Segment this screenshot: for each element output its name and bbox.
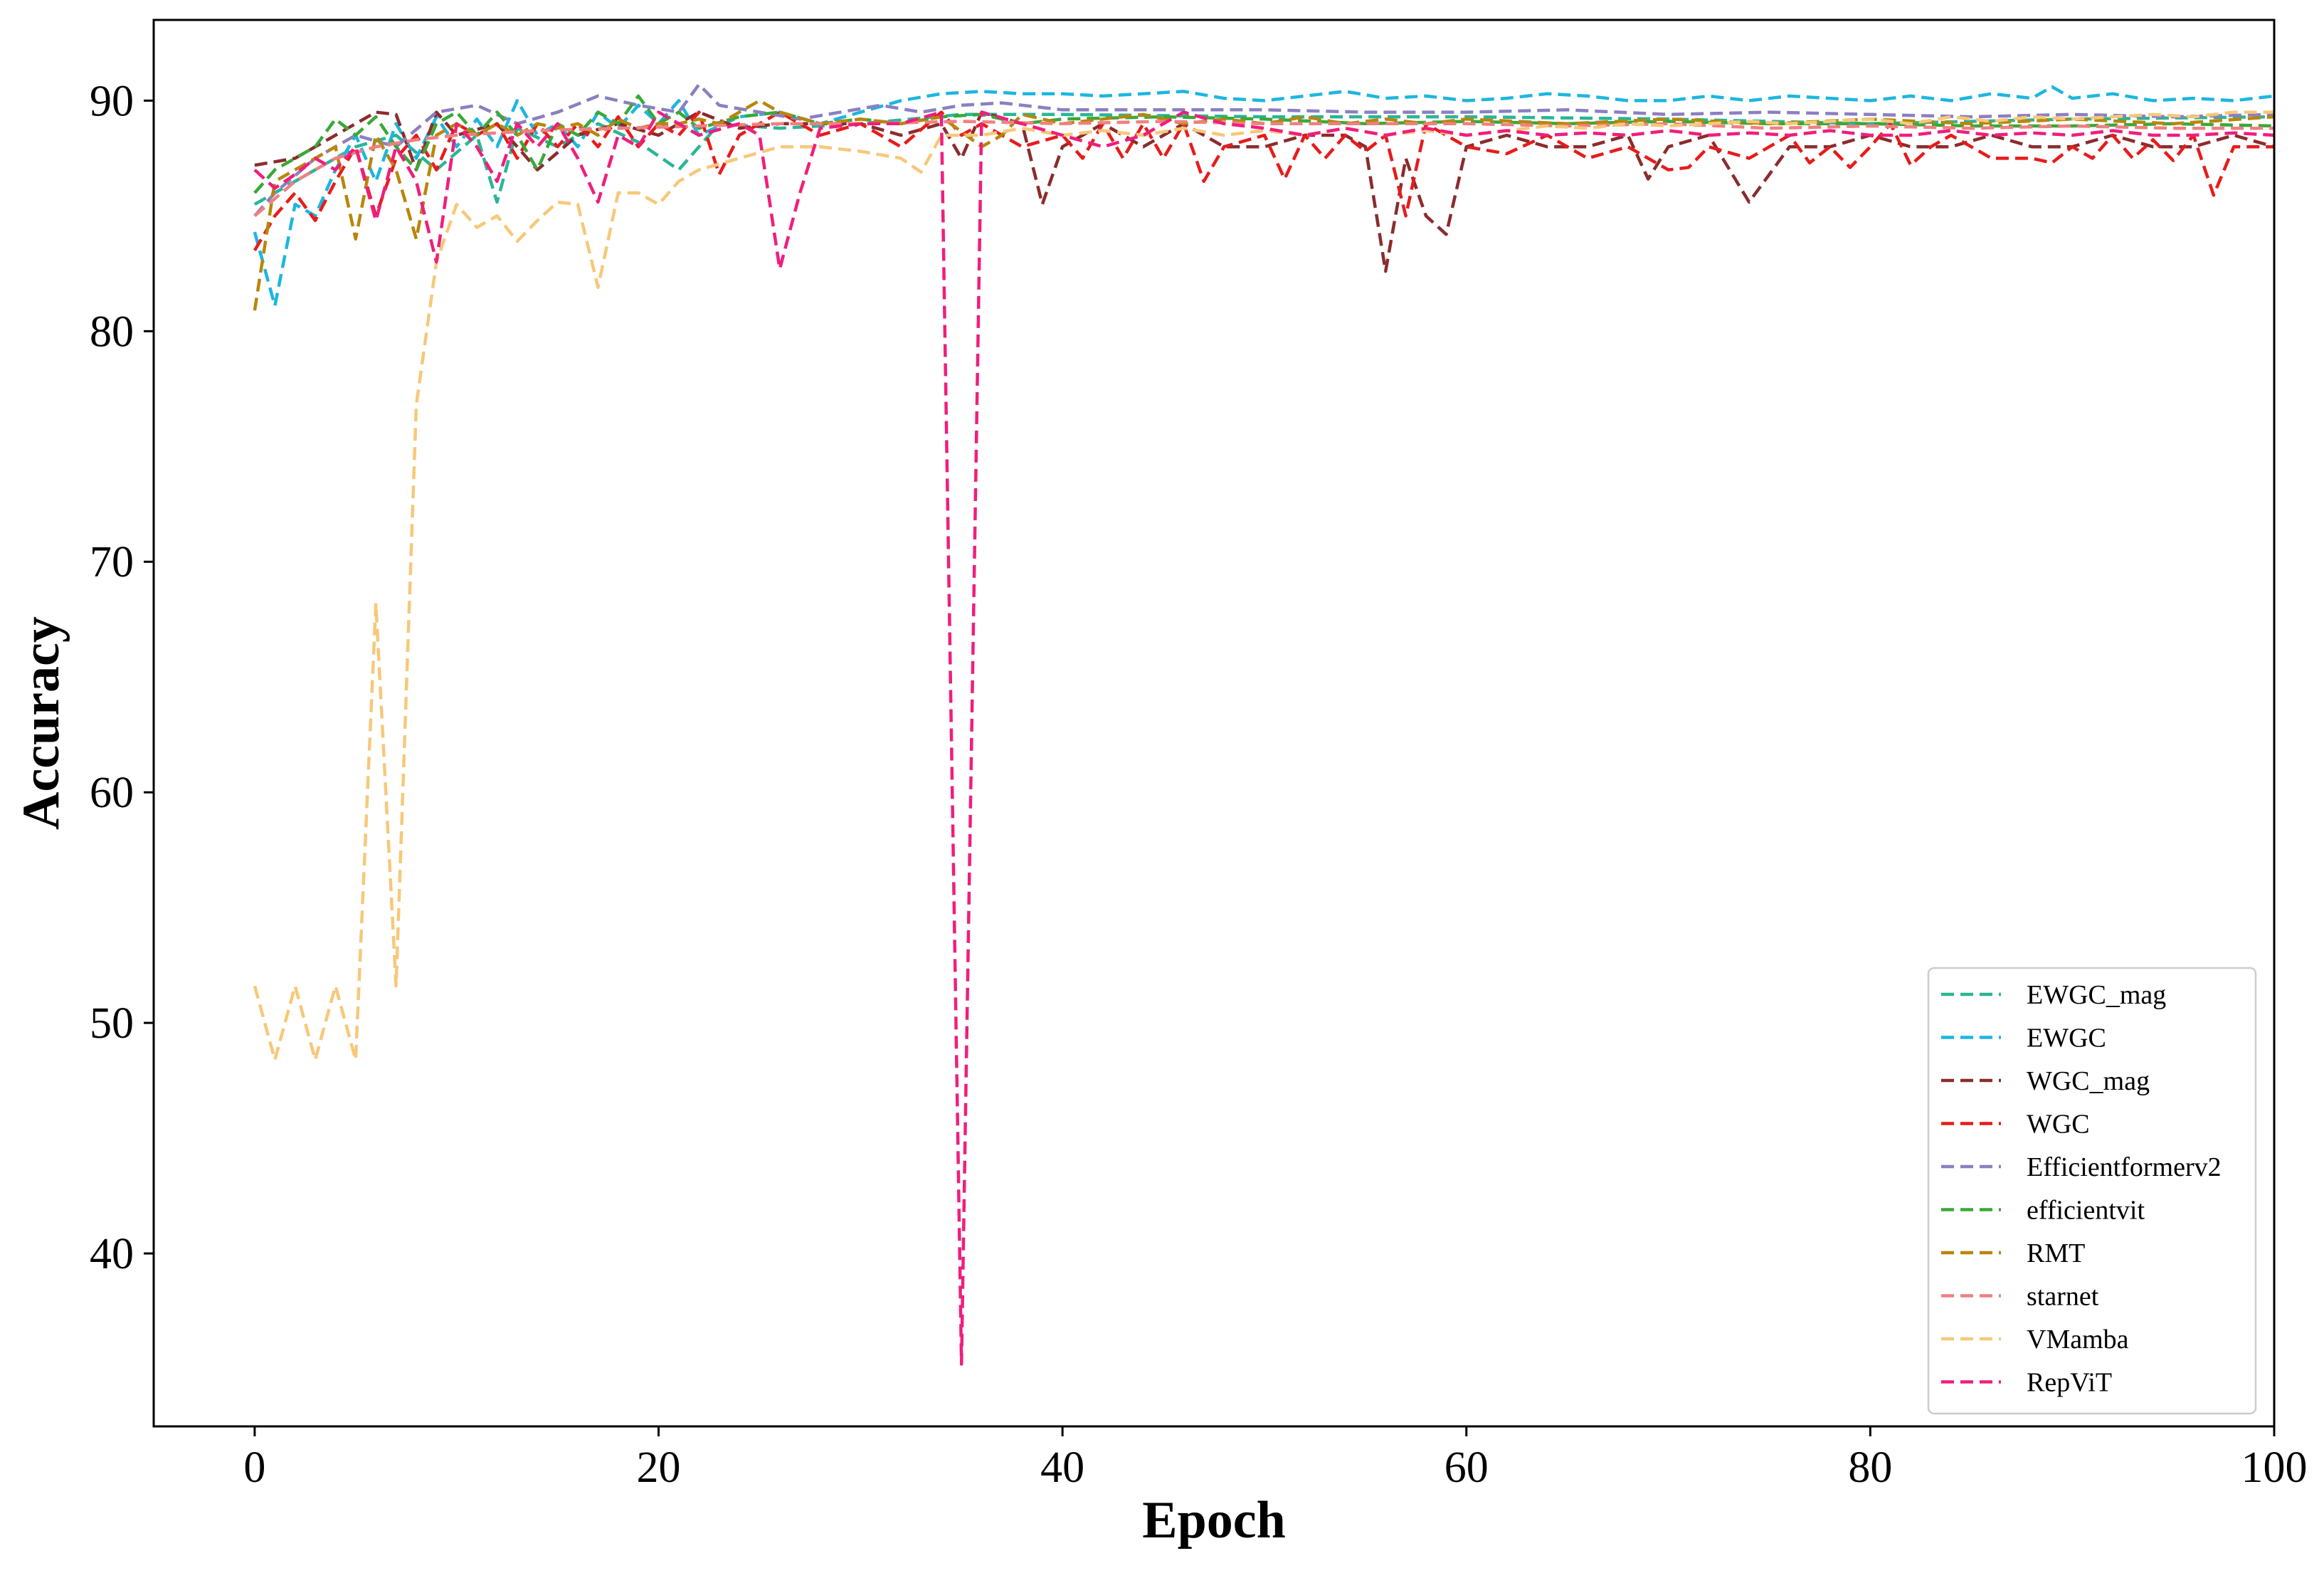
x-tick-label: 0 xyxy=(243,1443,265,1492)
legend-label: starnet xyxy=(2027,1282,2099,1312)
x-axis: 0 20 40 60 80 100 xyxy=(243,1426,2308,1492)
legend-label: EWGC xyxy=(2027,1024,2106,1053)
legend-label: VMamba xyxy=(2027,1325,2129,1354)
y-tick-label: 60 xyxy=(90,769,134,817)
x-tick-label: 60 xyxy=(1444,1443,1489,1492)
y-tick-label: 50 xyxy=(90,999,134,1048)
legend-label: RepViT xyxy=(2027,1368,2112,1398)
series-line-2 xyxy=(253,85,2274,307)
x-axis-title: Epoch xyxy=(1142,1491,1286,1550)
series-line-4 xyxy=(253,110,2274,252)
x-tick-label: 20 xyxy=(637,1443,681,1492)
y-tick-label: 70 xyxy=(90,538,134,586)
series-line-10 xyxy=(253,110,2274,1366)
legend-label: WGC xyxy=(2027,1110,2090,1140)
series-line-5 xyxy=(253,83,2274,217)
y-axis: 40 50 60 70 80 90 xyxy=(90,77,154,1278)
series-line-8 xyxy=(253,120,2274,218)
y-tick-label: 90 xyxy=(90,77,134,125)
legend-label: efficientvit xyxy=(2027,1196,2145,1226)
x-tick-label: 100 xyxy=(2241,1443,2308,1492)
legend-box xyxy=(1927,967,2257,1415)
plot-frame xyxy=(152,19,2276,1428)
y-tick-label: 40 xyxy=(90,1230,134,1278)
legend-label: Efficientformerv2 xyxy=(2027,1152,2222,1182)
legend-label: RMT xyxy=(2027,1238,2085,1268)
legend: EWGC_mag EWGC WGC_mag WGC Efficientformerv2 e… xyxy=(1927,967,2257,1415)
x-tick-label: 80 xyxy=(1848,1443,1892,1492)
series-layer xyxy=(253,83,2274,1366)
series-line-7 xyxy=(253,99,2274,311)
legend-label: WGC_mag xyxy=(2027,1066,2150,1096)
x-tick-label: 40 xyxy=(1040,1443,1084,1492)
y-tick-label: 80 xyxy=(90,307,134,356)
y-axis-title: Accuracy xyxy=(12,616,70,830)
legend-label: EWGC_mag xyxy=(2027,980,2166,1010)
series-line-9 xyxy=(253,110,2274,1062)
series-line-6 xyxy=(253,94,2274,194)
